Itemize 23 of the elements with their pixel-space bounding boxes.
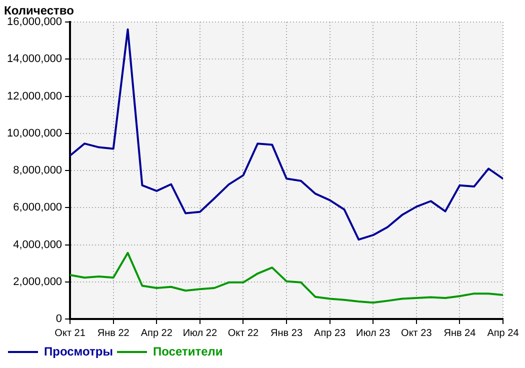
y-tick-label: 4,000,000 — [13, 238, 62, 251]
x-tick-label: Окт 22 — [228, 328, 260, 339]
x-tick-label: Июл 22 — [182, 328, 218, 339]
x-tick-label: Окт 21 — [54, 328, 86, 339]
y-axis-title: Количество — [4, 3, 74, 18]
x-tick-label: Апр 24 — [487, 328, 520, 339]
y-tick-label: 12,000,000 — [6, 90, 62, 102]
y-tick-label: 2,000,000 — [13, 276, 62, 288]
y-tick-label: 10,000,000 — [6, 127, 62, 140]
x-tick-label: Янв 23 — [270, 328, 303, 339]
y-tick-label: 16,000,000 — [6, 16, 62, 28]
x-tick-label: Янв 24 — [444, 328, 476, 339]
y-tick-label: 6,000,000 — [13, 202, 62, 214]
legend-label: Посетители — [153, 344, 223, 358]
y-tick-label: 8,000,000 — [13, 164, 62, 177]
y-tick-label: 0 — [56, 313, 62, 326]
y-tick-label: 14,000,000 — [6, 53, 62, 66]
x-tick-label: Апр 22 — [140, 328, 173, 339]
x-tick-label: Окт 23 — [401, 328, 432, 339]
x-tick-label: Янв 22 — [97, 328, 130, 339]
x-tick-label: Июл 23 — [356, 328, 391, 339]
legend-label: Просмотры — [44, 344, 114, 358]
x-tick-label: Апр 23 — [314, 328, 346, 339]
